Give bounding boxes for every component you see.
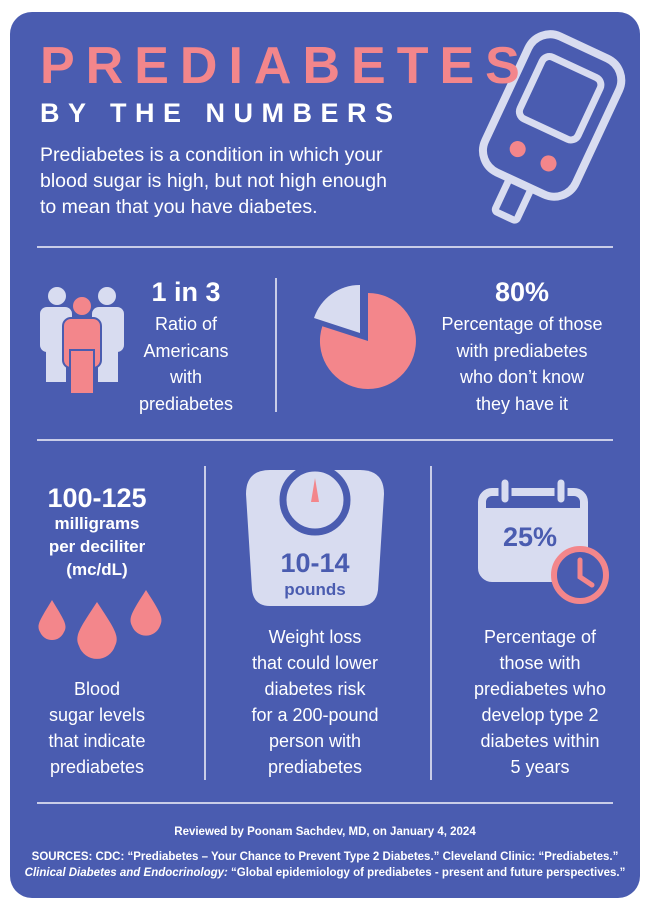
drops-icon	[38, 590, 162, 659]
reviewed: Reviewed by Poonam Sachdev, MD, on Janua…	[174, 826, 476, 838]
stat-description: those with	[499, 653, 581, 673]
stat-description: they have it	[475, 393, 569, 414]
stat-description: Percentage of those	[441, 314, 603, 334]
intro-line: Prediabetes is a condition in which your	[40, 144, 383, 166]
stat-unit: per deciliter	[48, 537, 146, 556]
stat-description: prediabetes	[138, 393, 234, 414]
pie-icon	[314, 284, 416, 389]
divider	[37, 246, 613, 248]
sources: Clinical Diabetes and Endocrinology: “Gl…	[25, 867, 626, 879]
stat-description: prediabetes	[267, 757, 363, 777]
divider	[204, 466, 206, 780]
stat-description: Weight loss	[268, 627, 362, 647]
stat-description: diabetes risk	[264, 679, 366, 699]
divider	[430, 466, 432, 780]
stat-value: 10-14	[280, 548, 350, 578]
stat-value: 80%	[494, 277, 550, 307]
stat-description: Americans	[143, 340, 229, 361]
scale-icon	[246, 464, 384, 606]
intro-line: to mean that you have diabetes.	[40, 196, 318, 218]
stat-description: Blood	[73, 679, 121, 699]
stat-unit: pounds	[284, 580, 346, 599]
stat-description: Percentage of	[483, 627, 597, 647]
people-icon	[40, 287, 124, 395]
stat-unit: (mc/dL)	[66, 560, 128, 579]
stat-description: that could lower	[251, 653, 379, 673]
stat-unit: milligrams	[54, 514, 140, 533]
sources: SOURCES: CDC: “Prediabetes – Your Chance…	[31, 851, 619, 863]
stat-value: 25%	[502, 522, 558, 552]
divider	[37, 439, 613, 441]
stat-description: with	[169, 367, 203, 387]
divider	[37, 802, 613, 804]
stat-description: that indicate	[48, 731, 146, 751]
stat-description: diabetes within	[480, 731, 600, 751]
source-title: “Global epidemiology of prediabetes - pr…	[227, 867, 626, 879]
stat-description: 5 years	[510, 757, 570, 777]
divider	[275, 278, 277, 412]
glucose-meter	[478, 30, 626, 224]
source-journal: Clinical Diabetes and Endocrinology:	[24, 867, 228, 879]
stat-value: 1 in 3	[151, 277, 221, 307]
stat-description: prediabetes who	[473, 679, 607, 699]
stat-description: Ratio of	[154, 314, 218, 334]
stat-description: sugar levels	[48, 705, 146, 725]
stat-description: develop type 2	[481, 705, 599, 725]
title: PREDIABETES	[40, 37, 531, 95]
stat-value: 100-125	[47, 483, 147, 513]
calendar-icon	[478, 476, 609, 604]
stat-description: person with	[268, 731, 362, 751]
stat-description: with prediabetes	[456, 340, 588, 361]
subtitle: BY THE NUMBERS	[40, 98, 402, 128]
card	[10, 12, 640, 898]
stat-description: prediabetes	[49, 757, 145, 777]
stat-description: for a 200-pound	[251, 705, 379, 725]
stat-description: who don’t know	[459, 367, 585, 387]
intro-line: blood sugar is high, but not high enough	[40, 170, 387, 192]
